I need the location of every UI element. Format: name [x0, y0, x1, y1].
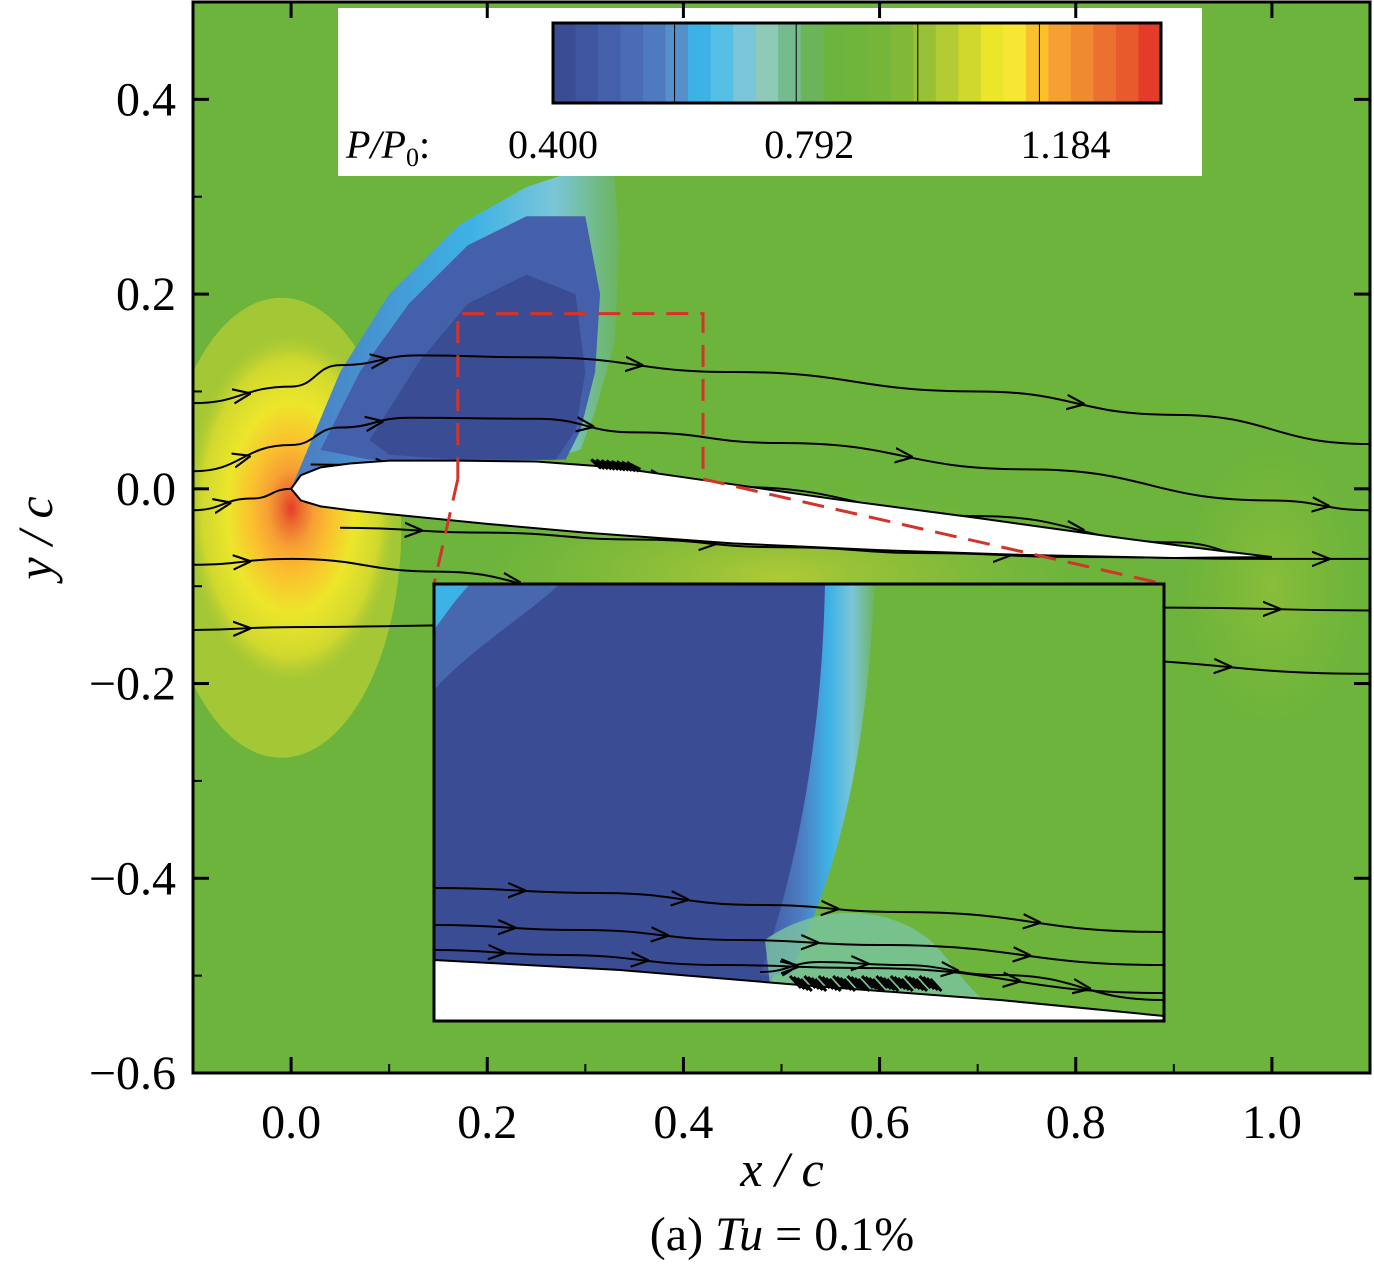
- colorbar-swatch: [553, 23, 577, 103]
- y-axis-ticks: 0.4 0.2 0.0 −0.2 −0.4 −0.6: [89, 73, 1370, 1100]
- colorbar-tick-label: 1.184: [1021, 122, 1111, 167]
- colorbar-swatch: [845, 23, 869, 103]
- colorbar-label-main: P/P: [345, 122, 406, 167]
- colorbar-swatch: [620, 23, 644, 103]
- colorbar-swatch: [1025, 23, 1050, 103]
- figure-caption: (a) Tu = 0.1%: [650, 1208, 914, 1261]
- supersonic-region-core: [369, 274, 586, 460]
- colorbar-swatch: [958, 23, 982, 103]
- x-axis-label: x / c: [739, 1141, 823, 1197]
- inset-low-pressure-region: [434, 584, 858, 985]
- inset-magnified-view: [432, 582, 1166, 1023]
- colorbar-swatch: [575, 23, 599, 103]
- colorbar-swatch: [1070, 23, 1095, 103]
- separation-bubble-mark: [590, 458, 642, 473]
- colorbar-swatch: [710, 23, 734, 103]
- inset-upper-left-gradient: [434, 584, 560, 690]
- colorbar-tick-label: 0.792: [764, 122, 854, 167]
- colorbar-tick-label: 0.400: [508, 122, 598, 167]
- x-tick-label: 0.4: [653, 1096, 713, 1149]
- x-tick-label: 0.8: [1046, 1096, 1106, 1149]
- x-tick-label: 0.6: [850, 1096, 910, 1149]
- colorbar-swatch: [800, 23, 824, 103]
- colorbar-swatch: [1048, 23, 1072, 103]
- colorbar-swatch: [643, 23, 667, 103]
- zoom-connector-line: [432, 477, 1165, 586]
- inset-separation-bubble: [788, 974, 943, 993]
- streamline: [193, 354, 1370, 446]
- colorbar-swatch: [1093, 23, 1117, 103]
- airfoil: [289, 459, 1273, 559]
- colorbar-swatch: [935, 23, 959, 103]
- colorbar-swatch: [688, 23, 712, 103]
- colorbar: [553, 23, 1162, 103]
- inset-streamlines: [434, 887, 1164, 1001]
- streamline: [193, 416, 1370, 512]
- streamline: [193, 487, 292, 512]
- colorbar-frame: [551, 21, 1163, 105]
- colorbar-label: P/P0:: [345, 122, 430, 172]
- x-tick-label: 1.0: [1242, 1096, 1302, 1149]
- y-tick-label: 0.2: [116, 268, 176, 321]
- y-tick-label: −0.2: [89, 658, 176, 711]
- inset-frame: [432, 582, 1166, 1023]
- colorbar-label-subscript: 0: [406, 143, 419, 172]
- x-tick-label: 0.0: [261, 1096, 321, 1149]
- inset-shock-band: [760, 584, 875, 975]
- inset-upper-left-light: [434, 584, 470, 630]
- caption-prefix: (a): [650, 1208, 715, 1261]
- colorbar-legend: P/P0: 0.400 0.792 1.184: [338, 8, 1202, 176]
- y-tick-label: −0.6: [89, 1047, 176, 1100]
- separation-bubble: [590, 458, 642, 473]
- colorbar-swatch: [1138, 23, 1162, 103]
- y-tick-label: −0.4: [89, 852, 176, 905]
- colorbar-swatch: [890, 23, 914, 103]
- colorbar-ticks: 0.400 0.792 1.184: [508, 122, 1111, 167]
- x-axis-ticks: 0.0 0.2 0.4 0.6 0.8 1.0: [261, 2, 1302, 1149]
- pressure-field-regions: [193, 167, 1367, 758]
- inset-separation-bubble-mark: [788, 974, 943, 993]
- colorbar-swatch: [868, 23, 892, 103]
- colorbar-swatch: [1003, 23, 1027, 103]
- colorbar-swatch: [733, 23, 757, 103]
- zoom-region-box: [456, 312, 705, 480]
- y-tick-label: 0.4: [116, 73, 176, 126]
- colorbar-swatch: [665, 23, 689, 103]
- inset-streamline: [434, 887, 1164, 933]
- colorbar-swatch: [913, 23, 937, 103]
- colorbar-swatch: [598, 23, 622, 103]
- colorbar-swatch: [1115, 23, 1140, 103]
- caption-value: = 0.1%: [763, 1208, 914, 1261]
- plot-area: P/P0: 0.400 0.792 1.184: [193, 2, 1370, 1073]
- colorbar-label-colon: :: [419, 122, 430, 167]
- caption-variable: Tu: [715, 1208, 763, 1261]
- colorbar-swatch: [755, 23, 779, 103]
- trailing-edge-pressure-zone: [1176, 436, 1367, 737]
- y-tick-label: 0.0: [116, 463, 176, 516]
- x-tick-label: 0.2: [457, 1096, 517, 1149]
- y-axis-label: y / c: [7, 496, 63, 584]
- colorbar-swatch: [823, 23, 847, 103]
- colorbar-swatch: [778, 23, 802, 103]
- colorbar-swatch: [980, 23, 1004, 103]
- inset-airfoil-surface: [434, 958, 1164, 1021]
- inset-streamline: [434, 924, 1164, 966]
